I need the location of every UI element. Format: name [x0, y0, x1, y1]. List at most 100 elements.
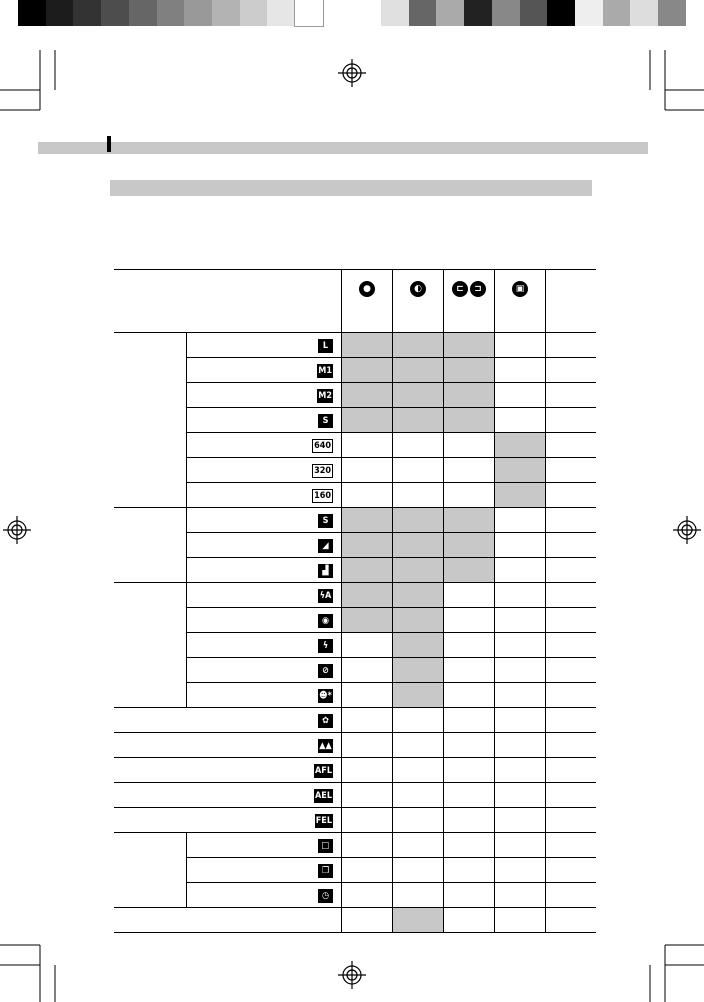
- cell: [392, 882, 444, 908]
- color-swatch: [574, 0, 603, 26]
- available-cell: [443, 532, 495, 558]
- table-row: AEL: [114, 782, 596, 808]
- cell: [341, 682, 393, 708]
- function-availability-table: ● ◐ ⊏ ⊐ ▣ L M1 M2 S 640 320 160 S ◢ ▟ ϟA ◉ ϟ ⊘ ☻* ✿ ▲▲ AFL AEL…: [114, 269, 596, 933]
- table-row: ϟ: [114, 632, 596, 658]
- cell: [443, 682, 495, 708]
- cell: [494, 682, 546, 708]
- cell: [443, 832, 495, 858]
- cell: [392, 482, 444, 508]
- color-swatch: [128, 0, 157, 26]
- cell: [341, 907, 393, 933]
- available-cell: [341, 532, 393, 558]
- cell: [545, 657, 596, 683]
- color-swatch: [184, 0, 213, 26]
- table-row: L: [114, 332, 596, 508]
- cell: [494, 882, 546, 908]
- cell: [545, 557, 596, 583]
- color-swatch: [547, 0, 576, 26]
- cell: [443, 657, 495, 683]
- color-swatch: [519, 0, 548, 26]
- cell: [443, 732, 495, 758]
- cell: [494, 732, 546, 758]
- cell: [443, 782, 495, 808]
- table-row: ❐: [114, 857, 596, 883]
- cell: [392, 732, 444, 758]
- cell: [443, 582, 495, 608]
- mode-column-header: [545, 269, 596, 333]
- cell: [545, 382, 596, 408]
- available-cell: [341, 382, 393, 408]
- cell: [443, 907, 495, 933]
- cell: [545, 407, 596, 433]
- available-cell: [392, 907, 444, 933]
- available-cell: [392, 682, 444, 708]
- setting-icon: L: [318, 339, 333, 353]
- table-row: □: [114, 832, 596, 908]
- cell: [494, 357, 546, 383]
- color-swatch: [45, 0, 74, 26]
- available-cell: [392, 407, 444, 433]
- cell: [494, 332, 546, 358]
- table-row: ✿: [114, 707, 596, 733]
- setting-icon: FEL: [314, 814, 333, 828]
- cell: [494, 557, 546, 583]
- cell: [341, 707, 393, 733]
- available-cell: [443, 407, 495, 433]
- setting-icon: ▲▲: [318, 739, 333, 753]
- cell: [494, 532, 546, 558]
- setting-icon: AFL: [314, 764, 333, 778]
- cell: [392, 807, 444, 833]
- available-cell: [341, 582, 393, 608]
- panorama-right-icon: ⊐: [470, 281, 486, 297]
- cell: [545, 882, 596, 908]
- cell: [443, 857, 495, 883]
- table-row: ▟: [114, 557, 596, 583]
- cell: [494, 607, 546, 633]
- cell: [494, 382, 546, 408]
- cell: [494, 407, 546, 433]
- available-cell: [494, 457, 546, 483]
- mode-column-header: ◐: [392, 269, 444, 333]
- mode-column-header: ⊏ ⊐: [443, 269, 495, 333]
- setting-icon: S: [318, 414, 333, 428]
- cell: [545, 807, 596, 833]
- cell: [341, 782, 393, 808]
- color-swatch: [602, 0, 631, 26]
- cell: [494, 907, 546, 933]
- cell: [545, 682, 596, 708]
- group-cell: [114, 832, 187, 908]
- available-cell: [392, 382, 444, 408]
- available-cell: [443, 507, 495, 533]
- color-swatch: [18, 0, 46, 26]
- cell: [545, 907, 596, 933]
- cell: [494, 657, 546, 683]
- available-cell: [341, 407, 393, 433]
- cell: [392, 432, 444, 458]
- table-row: ☻*: [114, 682, 596, 708]
- table-row: ⊘: [114, 657, 596, 683]
- available-cell: [494, 482, 546, 508]
- table-row: M2: [114, 382, 596, 408]
- cell: [341, 482, 393, 508]
- color-swatch: [408, 0, 437, 26]
- setting-icon: S: [318, 514, 333, 528]
- cell: [341, 832, 393, 858]
- cell: [341, 657, 393, 683]
- setting-icon: M2: [317, 389, 333, 403]
- cell: [392, 832, 444, 858]
- cell: [545, 707, 596, 733]
- color-swatch: [491, 0, 520, 26]
- table-row: AFL: [114, 757, 596, 783]
- setting-icon: 640: [312, 439, 333, 453]
- cell: [494, 807, 546, 833]
- cell: [545, 457, 596, 483]
- cell: [341, 857, 393, 883]
- setting-icon: ϟA: [318, 589, 333, 603]
- cell: [494, 707, 546, 733]
- cell: [545, 607, 596, 633]
- cell: [341, 757, 393, 783]
- color-swatch: [239, 0, 268, 26]
- cell: [341, 432, 393, 458]
